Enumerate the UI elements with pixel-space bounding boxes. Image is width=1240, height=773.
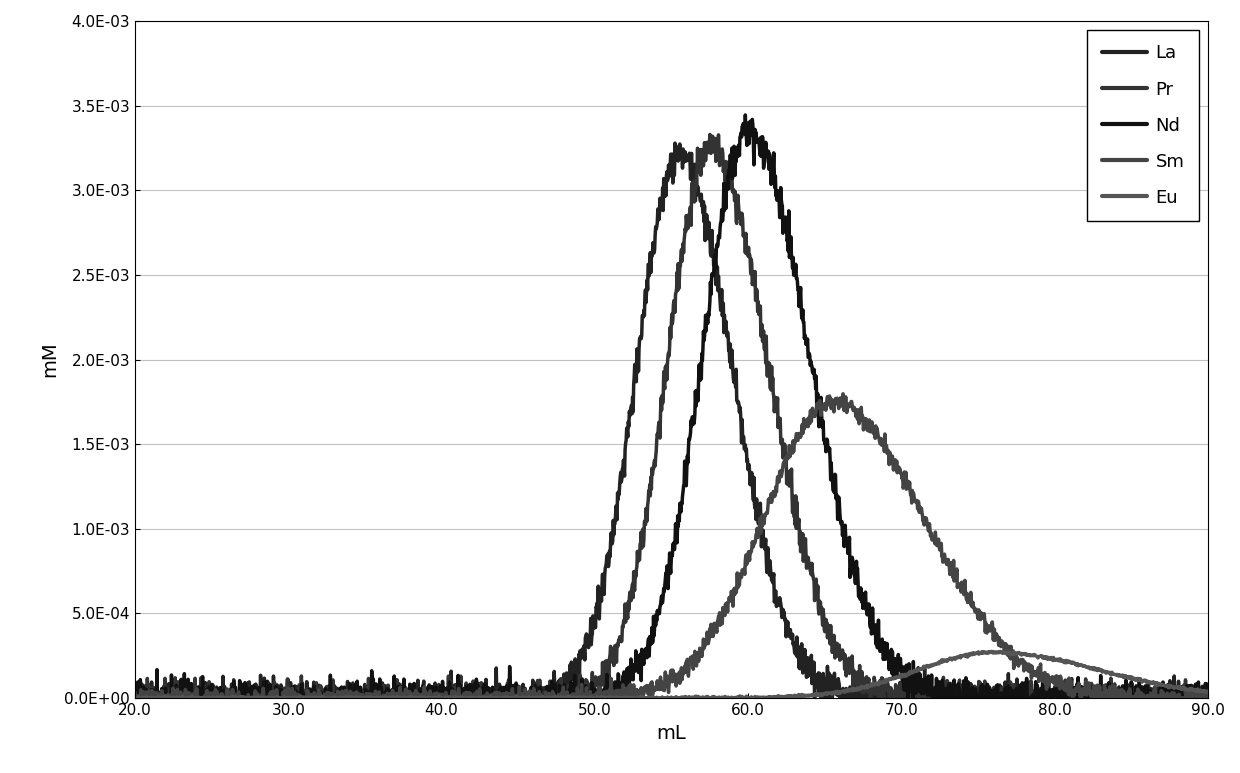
Eu (1200, 688, 1215, 697)
Sm (973, 608, 988, 618)
Line: La: La (135, 143, 1208, 698)
Line: Pr: Pr (135, 135, 1208, 698)
La (129, 693, 144, 703)
Pr (182, 690, 197, 699)
Line: Nd: Nd (135, 115, 1208, 698)
Pr (128, 683, 143, 692)
Pr (973, 693, 988, 703)
Eu (985, 647, 999, 656)
La (182, 689, 197, 698)
Pr (129, 693, 144, 703)
Eu (1171, 683, 1185, 692)
Sm (1171, 693, 1185, 703)
Pr (1200, 679, 1215, 689)
Sm (621, 689, 636, 698)
Pr (621, 605, 636, 615)
Nd (621, 662, 636, 672)
La (1200, 692, 1215, 701)
Eu (972, 649, 987, 658)
Nd (128, 693, 143, 703)
La (650, 218, 665, 227)
Eu (650, 693, 665, 702)
Pr (1171, 690, 1185, 700)
Nd (738, 111, 753, 120)
Eu (182, 693, 197, 703)
Sm (182, 691, 197, 700)
Sm (836, 389, 851, 398)
Eu (1169, 682, 1184, 691)
Sm (128, 687, 143, 696)
Sm (650, 676, 665, 686)
Nd (973, 684, 988, 693)
Pr (702, 130, 717, 139)
La (128, 679, 143, 688)
Line: Eu: Eu (135, 652, 1208, 698)
La (1171, 693, 1185, 703)
Sm (1200, 691, 1215, 700)
Nd (1200, 682, 1215, 691)
La (621, 422, 636, 431)
Eu (621, 693, 636, 702)
Nd (1171, 690, 1185, 700)
La (973, 693, 988, 703)
Pr (650, 429, 665, 438)
Pr (1171, 685, 1185, 694)
Sm (128, 693, 143, 703)
Nd (128, 691, 143, 700)
La (1171, 693, 1185, 703)
Line: Sm: Sm (135, 393, 1208, 698)
Sm (1171, 693, 1185, 703)
X-axis label: mL: mL (657, 724, 687, 743)
La (667, 138, 682, 148)
Eu (128, 693, 143, 703)
Y-axis label: mM: mM (40, 342, 58, 377)
Nd (182, 686, 197, 695)
Legend: La, Pr, Nd, Sm, Eu: La, Pr, Nd, Sm, Eu (1087, 30, 1199, 221)
Nd (1171, 688, 1185, 697)
Nd (650, 606, 665, 615)
